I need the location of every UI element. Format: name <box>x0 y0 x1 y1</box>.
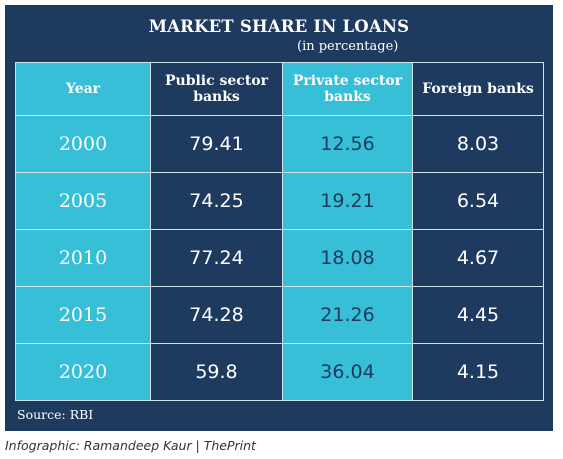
infographic-credit: Infographic: Ramandeep Kaur | ThePrint <box>5 438 256 453</box>
header-public-line1: Public sector <box>164 73 269 89</box>
header-row: Year Public sector banks Private sector … <box>15 62 544 116</box>
private-sector-cell: 19.21 <box>282 172 413 230</box>
private-sector-cell: 12.56 <box>282 115 413 173</box>
header-year: Year <box>15 62 151 116</box>
header-public-line2: banks <box>193 89 240 105</box>
header-public-sector: Public sector banks <box>150 62 283 116</box>
header-private-line1: Private sector <box>292 73 403 89</box>
foreign-banks-cell: 4.45 <box>412 286 544 344</box>
header-private-line2: banks <box>324 89 371 105</box>
public-sector-cell: 79.41 <box>150 115 283 173</box>
public-sector-cell: 77.24 <box>150 229 283 287</box>
table-row: 2015 74.28 21.26 4.45 <box>15 286 544 344</box>
private-sector-cell: 21.26 <box>282 286 413 344</box>
year-cell: 2015 <box>15 286 151 344</box>
chart-subtitle: (in percentage) <box>297 39 399 54</box>
year-cell: 2020 <box>15 343 151 401</box>
foreign-banks-cell: 4.67 <box>412 229 544 287</box>
foreign-banks-cell: 8.03 <box>412 115 544 173</box>
table-row: 2000 79.41 12.56 8.03 <box>15 115 544 173</box>
table-row: 2005 74.25 19.21 6.54 <box>15 172 544 230</box>
foreign-banks-cell: 4.15 <box>412 343 544 401</box>
header-year-line1: Year <box>65 81 101 97</box>
market-share-table: Year Public sector banks Private sector … <box>15 62 544 401</box>
year-cell: 2010 <box>15 229 151 287</box>
foreign-banks-cell: 6.54 <box>412 172 544 230</box>
table-row: 2020 59.8 36.04 4.15 <box>15 343 544 401</box>
header-foreign: Foreign banks <box>412 62 544 116</box>
header-foreign-line1: Foreign banks <box>422 81 534 97</box>
header-private-sector: Private sector banks <box>282 62 413 116</box>
public-sector-cell: 74.25 <box>150 172 283 230</box>
year-cell: 2005 <box>15 172 151 230</box>
infographic-panel: MARKET SHARE IN LOANS (in percentage) Ye… <box>5 5 553 431</box>
public-sector-cell: 74.28 <box>150 286 283 344</box>
year-cell: 2000 <box>15 115 151 173</box>
private-sector-cell: 18.08 <box>282 229 413 287</box>
public-sector-cell: 59.8 <box>150 343 283 401</box>
private-sector-cell: 36.04 <box>282 343 413 401</box>
source-note: Source: RBI <box>17 407 94 422</box>
chart-title: MARKET SHARE IN LOANS <box>148 17 410 36</box>
table-row: 2010 77.24 18.08 4.67 <box>15 229 544 287</box>
